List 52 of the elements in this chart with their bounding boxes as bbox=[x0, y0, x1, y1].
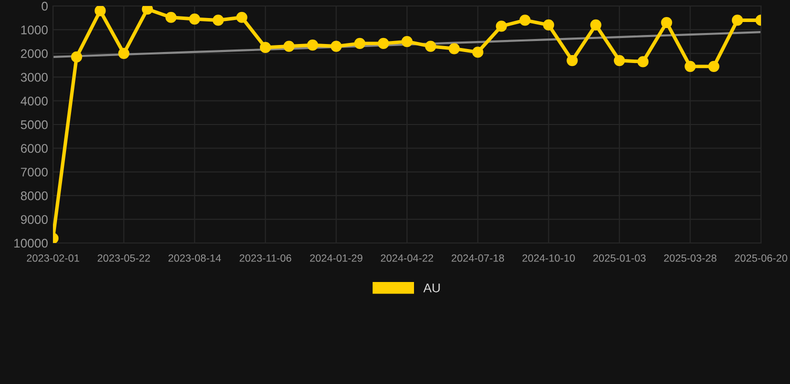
point bbox=[260, 42, 271, 54]
point bbox=[472, 46, 484, 58]
x-tick-label: 2024-04-22 bbox=[380, 254, 434, 262]
point bbox=[684, 60, 696, 72]
y-tick-label: 8000 bbox=[20, 191, 48, 200]
point bbox=[661, 17, 672, 28]
point bbox=[614, 54, 625, 66]
y-tick-label: 1000 bbox=[21, 26, 48, 34]
point bbox=[283, 40, 295, 52]
x-tick-label: 2025-06-20 bbox=[734, 254, 788, 262]
point bbox=[708, 60, 720, 72]
point bbox=[590, 19, 602, 31]
x-tick-label: 2023-05-22 bbox=[98, 254, 150, 262]
point bbox=[330, 40, 342, 52]
point bbox=[566, 54, 578, 66]
point bbox=[71, 51, 82, 63]
point bbox=[142, 6, 153, 15]
point bbox=[165, 12, 177, 23]
legend-label: AU bbox=[423, 284, 440, 292]
point bbox=[307, 40, 318, 51]
y-tick-label: 5000 bbox=[20, 120, 48, 130]
point bbox=[94, 6, 106, 16]
y-tick-label: 7000 bbox=[20, 168, 48, 177]
point bbox=[637, 56, 649, 68]
point bbox=[448, 43, 460, 54]
y-tick-label: 9000 bbox=[20, 215, 48, 224]
point bbox=[732, 14, 743, 26]
x-tick-label: 2024-10-10 bbox=[522, 254, 575, 262]
x-tick-label: 2025-01-03 bbox=[593, 254, 646, 262]
y-tick-label: 10000 bbox=[14, 238, 48, 248]
point bbox=[354, 38, 366, 49]
point bbox=[378, 38, 389, 49]
point bbox=[425, 40, 436, 52]
x-tick-label: 2023-11-06 bbox=[240, 254, 292, 262]
point bbox=[212, 14, 224, 26]
y-tick-label: 6000 bbox=[20, 144, 48, 153]
point bbox=[189, 13, 200, 25]
x-tick-label: 2024-07-18 bbox=[452, 254, 504, 262]
y-tick-label: 0 bbox=[42, 2, 48, 11]
x-tick-label: 2025-03-28 bbox=[664, 254, 716, 262]
x-tick-label: 2024-01-29 bbox=[310, 254, 362, 262]
point bbox=[519, 14, 531, 26]
y-tick-label: 4000 bbox=[20, 96, 48, 106]
y-tick-label: 2000 bbox=[20, 49, 48, 58]
x-tick-label: 2023-08-14 bbox=[168, 254, 221, 262]
point bbox=[118, 48, 130, 59]
point bbox=[543, 19, 554, 31]
point bbox=[496, 20, 507, 32]
point bbox=[401, 36, 413, 48]
y-tick-label: 3000 bbox=[20, 72, 48, 82]
point bbox=[236, 12, 248, 23]
x-tick-label: 2023-02-01 bbox=[26, 254, 80, 262]
